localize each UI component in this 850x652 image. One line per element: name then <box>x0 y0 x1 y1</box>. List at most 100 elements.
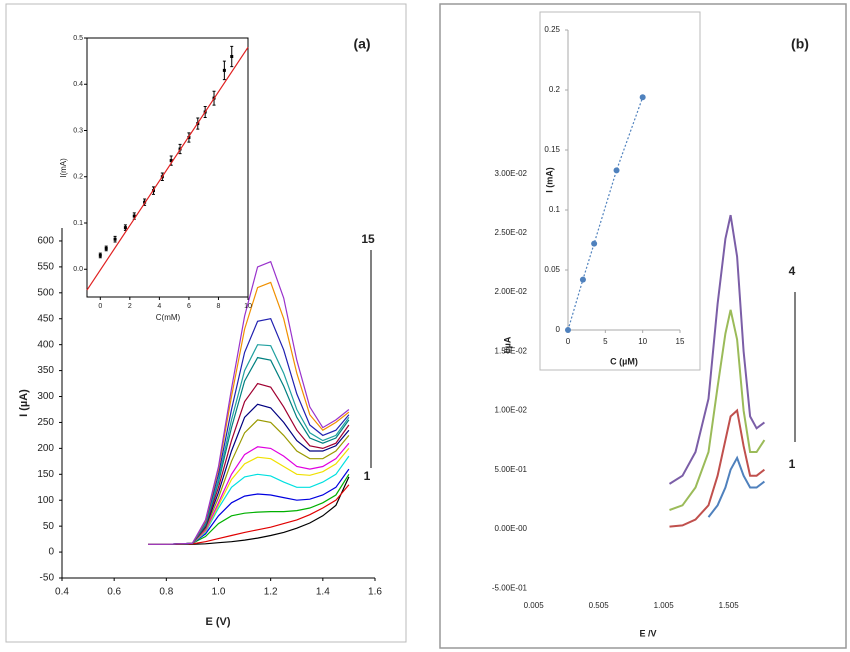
y-tick-label: 0.0 <box>73 266 83 273</box>
x-axis-label: E (V) <box>205 616 230 628</box>
series-line <box>148 468 350 545</box>
data-point <box>113 237 117 241</box>
data-point <box>639 94 646 101</box>
x-tick-label: 0 <box>566 337 571 346</box>
y-tick-label: 100 <box>37 495 54 506</box>
x-tick-label: 2 <box>128 303 132 310</box>
x-axis-label: E /V <box>639 628 656 638</box>
x-tick-label: 0.005 <box>524 601 545 610</box>
series-line <box>669 309 766 511</box>
series-line <box>148 382 350 545</box>
y-tick-label: -50 <box>40 573 55 584</box>
y-tick-label: 50 <box>43 521 55 532</box>
y-tick-label: 400 <box>37 339 54 350</box>
x-tick-label: 0 <box>98 303 102 310</box>
x-tick-label: 1.6 <box>368 587 382 598</box>
x-tick-label: 6 <box>187 303 191 310</box>
y-tick-label: 0.3 <box>73 127 83 134</box>
series-line <box>148 260 350 545</box>
y-tick-label: 1.00E-02 <box>495 406 528 415</box>
series-line <box>148 484 350 545</box>
plot-background <box>87 38 248 297</box>
y-tick-label: 5.00E-01 <box>495 465 528 474</box>
annotation: 15 <box>361 232 375 246</box>
y-tick-label: 300 <box>37 391 54 402</box>
x-tick-label: 5 <box>603 337 608 346</box>
y-tick-label: 0.25 <box>544 25 560 34</box>
series-line <box>668 214 766 485</box>
y-axis-label: I/µA <box>502 336 512 353</box>
panel-label: (b) <box>791 36 809 52</box>
panel-b-frame <box>439 3 847 649</box>
data-point <box>591 240 598 247</box>
annotation: 1 <box>789 457 796 471</box>
data-point <box>613 167 620 174</box>
x-tick-label: 15 <box>676 337 685 346</box>
y-tick-label: 0 <box>556 325 561 334</box>
y-tick-label: 0.1 <box>549 205 561 214</box>
x-tick-label: 0.6 <box>107 587 121 598</box>
x-tick-label: 0.505 <box>589 601 610 610</box>
data-point <box>123 226 127 230</box>
y-tick-label: 500 <box>37 287 54 298</box>
data-point <box>104 246 108 250</box>
y-tick-label: 600 <box>37 236 54 247</box>
y-tick-label: 0.00E-00 <box>495 524 528 533</box>
y-tick-label: 250 <box>37 417 54 428</box>
y-tick-label: 0.2 <box>549 85 561 94</box>
series-line <box>567 96 644 331</box>
y-tick-label: 2.50E-02 <box>495 228 528 237</box>
y-tick-label: 450 <box>37 313 54 324</box>
y-tick-label: 1.50E-02 <box>495 346 528 355</box>
x-axis-label: C(mM) <box>156 313 181 322</box>
x-tick-label: 0.8 <box>159 587 173 598</box>
y-tick-label: 0.5 <box>73 35 83 42</box>
annotation: 4 <box>789 264 796 278</box>
series-line <box>148 476 350 545</box>
data-point <box>132 214 136 218</box>
data-point <box>565 327 571 333</box>
plot-background <box>539 11 701 371</box>
x-tick-label: 0.4 <box>55 587 69 598</box>
x-tick-label: 10 <box>638 337 647 346</box>
x-tick-label: 4 <box>157 303 161 310</box>
data-point <box>222 68 226 72</box>
y-tick-label: 550 <box>37 262 54 273</box>
y-axis-label: I (µA) <box>18 389 30 417</box>
y-tick-label: 0.05 <box>544 265 560 274</box>
y-tick-label: 350 <box>37 365 54 376</box>
x-tick-label: 8 <box>217 303 221 310</box>
y-tick-label: 200 <box>37 443 54 454</box>
y-axis-label: I(mA) <box>59 158 68 178</box>
y-axis-label: I (mA) <box>544 167 554 193</box>
panel-label: (a) <box>353 36 370 52</box>
series-line <box>669 408 766 528</box>
x-axis-label: C (µM) <box>610 356 638 366</box>
plot-frame <box>86 37 249 298</box>
series-line <box>86 46 249 291</box>
panel-a-frame <box>5 3 407 643</box>
x-tick-label: 1.4 <box>316 587 330 598</box>
y-tick-label: 0.15 <box>544 145 560 154</box>
data-point <box>579 276 586 283</box>
x-tick-label: 10 <box>244 303 252 310</box>
x-tick-label: 1.005 <box>654 601 675 610</box>
x-tick-label: 1.505 <box>719 601 740 610</box>
data-point <box>169 159 173 163</box>
data-point <box>230 55 234 58</box>
annotation: 1 <box>364 469 371 483</box>
y-tick-label: 2.00E-02 <box>495 287 528 296</box>
y-tick-label: 150 <box>37 469 54 480</box>
y-tick-label: 0 <box>48 547 54 558</box>
series-line <box>148 473 350 545</box>
y-tick-label: 3.00E-02 <box>495 169 528 178</box>
y-tick-label: -5.00E-01 <box>492 583 528 592</box>
x-tick-label: 1.2 <box>264 587 278 598</box>
y-tick-label: 0.2 <box>73 174 83 181</box>
data-point <box>98 253 102 257</box>
y-tick-label: 0.1 <box>73 220 83 227</box>
series-line <box>707 455 766 518</box>
x-tick-label: 1.0 <box>212 587 226 598</box>
y-tick-label: 0.4 <box>73 81 83 88</box>
